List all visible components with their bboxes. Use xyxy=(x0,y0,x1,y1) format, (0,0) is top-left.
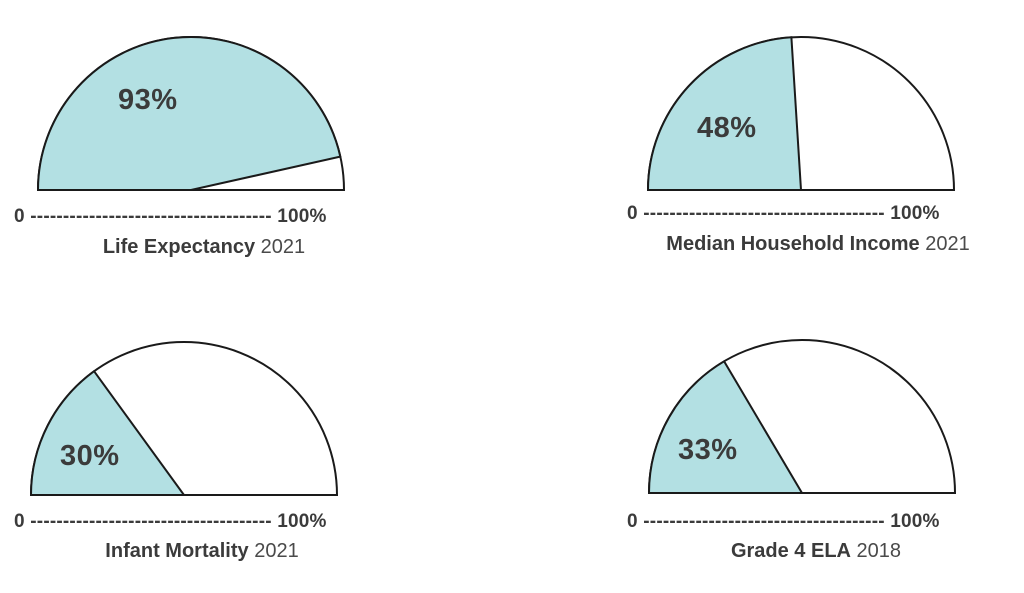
gauge-life-expectancy: 93% 0 ----------------------------------… xyxy=(0,0,420,270)
gauge-year: 2021 xyxy=(925,233,970,255)
gauge-value-label: 30% xyxy=(60,440,120,472)
gauge-filled-sector xyxy=(36,36,342,191)
axis-max-label: 100% xyxy=(890,203,940,224)
axis-dashes: ------------------------------------- xyxy=(24,206,278,227)
axis-max-label: 100% xyxy=(890,511,940,532)
gauge-grade-4-ela: 33% 0 ----------------------------------… xyxy=(0,0,957,562)
gauge-caption: Infant Mortality 2021 xyxy=(105,540,298,563)
gauge-filled-sector xyxy=(647,359,804,494)
axis-dashes: ------------------------------------- xyxy=(637,203,891,224)
gauge-title: Infant Mortality xyxy=(105,540,249,562)
gauge-year: 2018 xyxy=(856,540,902,562)
gauge-axis-line: 0 ------------------------------------- … xyxy=(14,206,327,228)
axis-max-label: 100% xyxy=(277,206,327,227)
axis-dashes: ------------------------------------- xyxy=(24,511,278,532)
gauge-infant-mortality: 30% 0 ----------------------------------… xyxy=(0,0,420,562)
gauge-median-household-income: 48% 0 ----------------------------------… xyxy=(0,0,970,270)
gauge-axis-line: 0 ------------------------------------- … xyxy=(627,511,940,533)
axis-max-label: 100% xyxy=(277,511,327,532)
gauge-filled-sector xyxy=(646,36,803,191)
gauge-caption: Life Expectancy 2021 xyxy=(103,236,305,259)
gauge-year: 2021 xyxy=(260,236,306,258)
gauge-svg xyxy=(29,341,339,496)
gauge-title: Median Household Income xyxy=(666,233,920,255)
gauge-value-label: 33% xyxy=(678,434,738,466)
axis-min-label: 0 xyxy=(14,206,25,227)
gauge-axis-line: 0 ------------------------------------- … xyxy=(627,203,940,225)
gauge-svg xyxy=(36,36,346,191)
gauge-filled-sector xyxy=(29,369,186,496)
gauge-value-label: 48% xyxy=(697,112,757,144)
gauge-title: Grade 4 ELA xyxy=(730,540,851,562)
gauge-svg xyxy=(646,36,956,191)
gauge-axis-line: 0 ------------------------------------- … xyxy=(14,511,327,533)
gauge-year: 2021 xyxy=(254,540,299,562)
axis-min-label: 0 xyxy=(627,203,638,224)
axis-dashes: ------------------------------------- xyxy=(637,511,891,532)
axis-min-label: 0 xyxy=(627,511,638,532)
gauge-value-label: 93% xyxy=(118,84,178,116)
gauge-caption: Median Household Income 2021 xyxy=(666,233,969,256)
gauge-caption: Grade 4 ELA 2018 xyxy=(731,540,901,563)
gauge-title: Life Expectancy xyxy=(102,236,256,258)
axis-min-label: 0 xyxy=(14,511,25,532)
